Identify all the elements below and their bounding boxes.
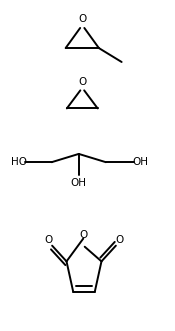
Text: O: O — [44, 235, 53, 245]
Text: O: O — [78, 14, 86, 24]
Text: O: O — [80, 230, 88, 240]
Text: O: O — [78, 77, 86, 87]
Text: OH: OH — [132, 157, 148, 167]
Text: O: O — [115, 235, 124, 245]
Text: OH: OH — [71, 178, 87, 188]
Text: HO: HO — [11, 157, 27, 167]
